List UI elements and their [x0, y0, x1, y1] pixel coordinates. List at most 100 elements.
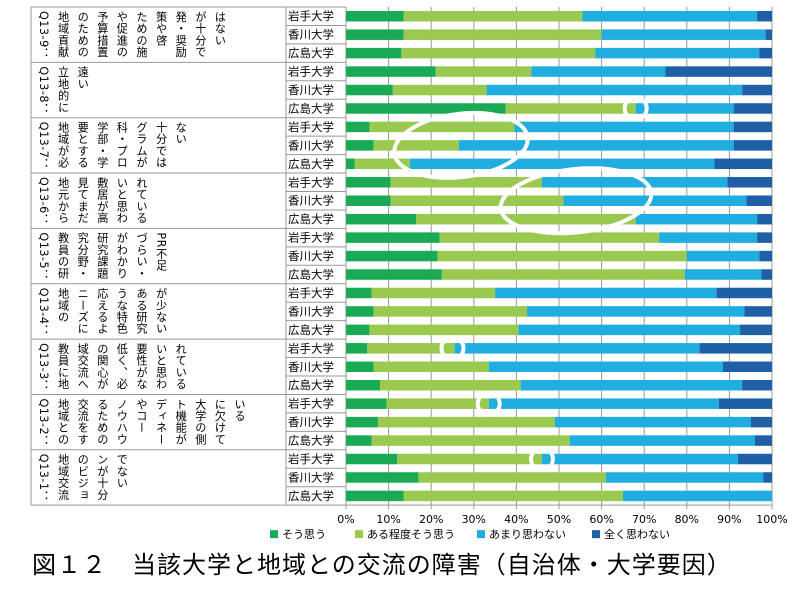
x-tick-label: 0% — [337, 513, 354, 526]
question-label-column: 教員の研 — [57, 232, 70, 279]
university-label: 広島大学 — [288, 212, 334, 226]
university-label: 広島大学 — [288, 101, 334, 115]
bar-segment — [750, 416, 772, 428]
university-label: 岩手大学 — [288, 286, 334, 300]
university-label: 広島大学 — [288, 268, 334, 282]
bar-segment — [346, 435, 372, 446]
legend-label: ある程度そう思う — [367, 527, 455, 541]
bar-segment — [439, 232, 660, 243]
bar-segment — [514, 121, 734, 133]
question-label-column: ための施 — [135, 11, 148, 58]
bar-segment — [373, 140, 459, 151]
bar-segment — [714, 158, 772, 170]
bar-segment — [371, 287, 496, 299]
bar-segment — [346, 269, 442, 280]
x-tick-label: 60% — [589, 513, 613, 526]
bar-segment — [346, 158, 355, 170]
question-label-column: いと思わ — [115, 177, 128, 224]
question-label-column: 域交流へ — [76, 343, 89, 390]
bar-segment — [458, 140, 734, 151]
bar-segment — [390, 195, 564, 206]
bar-segment — [346, 287, 372, 299]
university-label: 岩手大学 — [288, 65, 334, 79]
bar-segment — [527, 306, 745, 317]
bar-segment — [403, 29, 602, 40]
x-tick-label: 10% — [376, 513, 400, 526]
university-label: 香川大学 — [288, 304, 334, 318]
bar-segment — [346, 306, 374, 317]
university-label: 香川大学 — [288, 28, 334, 42]
university-label: 岩手大学 — [288, 231, 334, 245]
university-label: 広島大学 — [288, 157, 334, 171]
figure-caption: 図１２ 当該大学と地域との交流の障害（自治体・大学要因） — [32, 551, 732, 579]
question-label-column: 要とする — [76, 122, 89, 169]
bar-segment — [346, 66, 436, 77]
university-label: 広島大学 — [288, 489, 334, 503]
question-label-column: るための — [96, 398, 109, 445]
university-label: 広島大学 — [288, 378, 334, 392]
bar-segment — [582, 10, 758, 22]
bar-segment — [699, 343, 772, 354]
question-label-column: のための — [76, 11, 89, 58]
bar-segment — [346, 84, 393, 96]
question-label-column: Q13-5： — [37, 232, 50, 280]
bar-segment — [390, 177, 542, 188]
university-label: 広島大学 — [288, 434, 334, 448]
bar-segment — [733, 140, 772, 151]
question-label-column: Q13-9： — [37, 11, 50, 59]
highlight-ellipse — [498, 166, 654, 236]
bar-segment — [605, 472, 764, 483]
bar-segment — [635, 213, 758, 225]
bar-segment — [416, 213, 636, 225]
bar-segment — [733, 103, 772, 114]
university-label: 香川大学 — [288, 138, 334, 152]
question-label-column: れている — [135, 177, 148, 224]
question-label-column: がわかり — [115, 232, 128, 279]
bar-segment — [601, 29, 766, 40]
bar-segment — [346, 416, 378, 428]
bar-segment — [346, 195, 391, 206]
university-label: 岩手大学 — [288, 341, 334, 355]
question-label-column: 応えるよ — [96, 287, 109, 335]
question-label-column: の関心が — [96, 343, 109, 390]
legend-swatch — [355, 530, 363, 539]
bar-segment — [505, 103, 636, 114]
university-label: 岩手大学 — [288, 452, 334, 466]
question-label-column: 交流をす — [76, 397, 89, 445]
question-label-column: 敷居が高 — [96, 176, 109, 224]
bar-segment — [746, 195, 772, 206]
bar-segment — [554, 416, 751, 428]
bar-segment — [346, 250, 438, 262]
question-label-column: が少ない — [155, 288, 168, 335]
question-label-column: やコー — [135, 398, 148, 433]
question-label-column: や促進の — [115, 11, 128, 58]
highlight-circle — [528, 446, 555, 473]
bar-segment — [684, 269, 762, 280]
bar-segment — [718, 398, 772, 409]
university-label: 岩手大学 — [288, 175, 334, 189]
bar-segment — [495, 287, 717, 299]
bar-segment — [742, 84, 772, 96]
x-tick-label: 100% — [756, 513, 787, 526]
question-label-column: ない — [174, 122, 187, 146]
bar-segment — [541, 453, 738, 465]
question-label-column: 地域が必 — [57, 122, 70, 169]
legend-swatch — [592, 530, 600, 539]
question-label-column: が十分で — [194, 11, 207, 58]
bar-segment — [346, 47, 402, 59]
bar-segment — [346, 10, 404, 22]
bar-segment — [380, 379, 521, 391]
x-tick-label: 50% — [547, 513, 571, 526]
question-label-column: れている — [174, 343, 187, 390]
stacked-bar-chart: 0% 10% 20% 30% 40% 50% 60% 70% 80% 90% 100% Q13-9： 地… — [30, 6, 788, 541]
bar-segment — [520, 379, 743, 391]
bar-segment — [486, 84, 743, 96]
question-label-column: グラムが — [135, 122, 148, 169]
highlight-circle — [475, 390, 502, 417]
question-label-column: 究分野・ — [76, 231, 89, 279]
question-label-column: Q13-6： — [37, 177, 50, 225]
bar-segment — [737, 453, 772, 465]
bar-segment — [686, 250, 760, 262]
question-label-column: うな特色 — [115, 288, 128, 335]
university-label: 広島大学 — [288, 46, 334, 60]
